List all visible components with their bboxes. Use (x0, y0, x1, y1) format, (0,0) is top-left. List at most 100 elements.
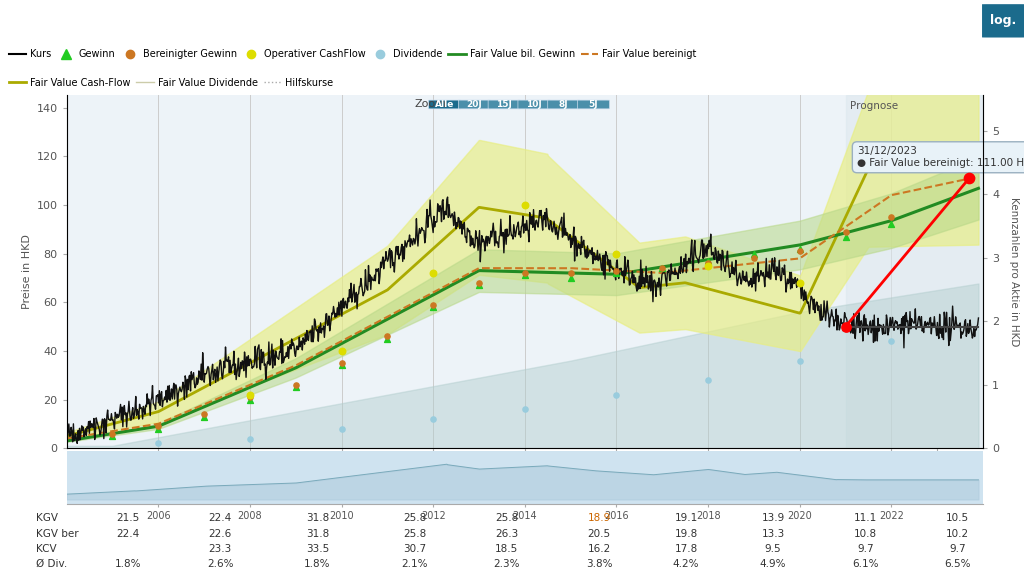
Text: Prognose: Prognose (850, 100, 898, 111)
Point (242, 434, 258, 443)
Text: 10.5: 10.5 (946, 513, 969, 524)
FancyBboxPatch shape (459, 100, 490, 109)
Text: 19.1: 19.1 (675, 513, 697, 524)
Text: Alle: Alle (435, 100, 455, 109)
Text: 33.5: 33.5 (306, 544, 329, 554)
Point (517, 405, 534, 414)
Text: 2.6%: 2.6% (207, 559, 233, 569)
Point (700, 261, 717, 270)
Text: 9.7: 9.7 (949, 544, 966, 554)
Text: 31.8: 31.8 (306, 529, 329, 538)
Text: KCV: KCV (36, 544, 56, 554)
Text: 25.8: 25.8 (496, 513, 518, 524)
Text: Fairer Wert Hengan International: Fairer Wert Hengan International (329, 11, 695, 30)
Text: 20.5: 20.5 (588, 529, 610, 538)
Point (608, 390, 625, 399)
Text: 5J: 5J (589, 100, 598, 109)
Point (425, 268, 441, 278)
Text: 18.5: 18.5 (496, 544, 518, 554)
Point (517, 200, 534, 210)
Text: 21.5: 21.5 (117, 513, 139, 524)
Point (884, 164, 900, 173)
Text: KGV: KGV (36, 513, 57, 524)
Point (745, 254, 762, 263)
Point (425, 300, 441, 309)
Point (471, 278, 487, 287)
Text: 16.2: 16.2 (588, 544, 610, 554)
FancyBboxPatch shape (518, 100, 550, 109)
Point (838, 322, 854, 331)
Text: 23.3: 23.3 (209, 544, 231, 554)
Text: 6.1%: 6.1% (852, 559, 879, 569)
Text: 2.3%: 2.3% (494, 559, 520, 569)
FancyBboxPatch shape (981, 3, 1024, 39)
Text: 11.1: 11.1 (854, 513, 877, 524)
Text: 8J: 8J (559, 100, 568, 109)
FancyBboxPatch shape (578, 100, 609, 109)
Point (379, 334, 395, 343)
Point (288, 383, 304, 392)
Text: 25.8: 25.8 (403, 513, 426, 524)
Text: 9.5: 9.5 (765, 544, 781, 554)
Point (700, 376, 717, 385)
Point (242, 395, 258, 404)
Text: 20J: 20J (467, 100, 482, 109)
Text: 13.9: 13.9 (762, 513, 784, 524)
Text: 10.8: 10.8 (854, 529, 877, 538)
Text: 10J: 10J (526, 100, 542, 109)
FancyBboxPatch shape (548, 100, 580, 109)
Point (196, 409, 212, 419)
Point (517, 268, 534, 278)
Point (792, 247, 808, 256)
Text: 18.9: 18.9 (588, 513, 610, 524)
Point (838, 227, 854, 236)
Text: Zoom: Zoom (415, 99, 446, 109)
Point (334, 347, 350, 356)
Point (517, 271, 534, 280)
Point (700, 256, 717, 266)
Point (700, 259, 717, 268)
Point (379, 332, 395, 341)
Text: 17.8: 17.8 (675, 544, 697, 554)
Point (608, 266, 625, 275)
Legend: Fair Value Cash-Flow, Fair Value Dividende, Hilfskurse: Fair Value Cash-Flow, Fair Value Dividen… (5, 74, 337, 92)
Point (608, 268, 625, 278)
Bar (846, 95, 1006, 448)
Point (104, 432, 121, 441)
Point (150, 422, 166, 431)
Point (334, 361, 350, 370)
Point (242, 390, 258, 399)
Point (288, 380, 304, 389)
Point (654, 264, 671, 273)
Y-axis label: Preise in HKD: Preise in HKD (23, 234, 32, 309)
Text: 22.4: 22.4 (117, 529, 139, 538)
FancyBboxPatch shape (429, 100, 461, 109)
Text: 2.1%: 2.1% (401, 559, 428, 569)
Point (884, 212, 900, 222)
Point (792, 278, 808, 287)
Point (562, 274, 579, 283)
Text: 13.3: 13.3 (762, 529, 784, 538)
Text: 31/12/2023
● Fair Value bereinigt: 111.00 HKD: 31/12/2023 ● Fair Value bereinigt: 111.0… (857, 147, 1024, 168)
Text: 25.8: 25.8 (403, 529, 426, 538)
Point (334, 424, 350, 433)
Text: 4.2%: 4.2% (673, 559, 699, 569)
X-axis label: Datum: Datum (506, 470, 544, 480)
Point (150, 439, 166, 448)
Text: 3.8%: 3.8% (586, 559, 612, 569)
Point (425, 415, 441, 424)
Text: 22.6: 22.6 (209, 529, 231, 538)
Point (150, 424, 166, 433)
Text: 1.8%: 1.8% (304, 559, 331, 569)
Text: 10.2: 10.2 (946, 529, 969, 538)
Text: 22.4: 22.4 (209, 513, 231, 524)
Point (242, 392, 258, 401)
Point (838, 232, 854, 241)
Text: 9.7: 9.7 (857, 544, 873, 554)
Text: 15J: 15J (497, 100, 512, 109)
Y-axis label: Kennzahlen pro Aktie in HKD: Kennzahlen pro Aktie in HKD (1009, 197, 1019, 347)
Text: KGV ber: KGV ber (36, 529, 79, 538)
Point (654, 264, 671, 273)
Text: 19.8: 19.8 (675, 529, 697, 538)
Point (196, 412, 212, 421)
